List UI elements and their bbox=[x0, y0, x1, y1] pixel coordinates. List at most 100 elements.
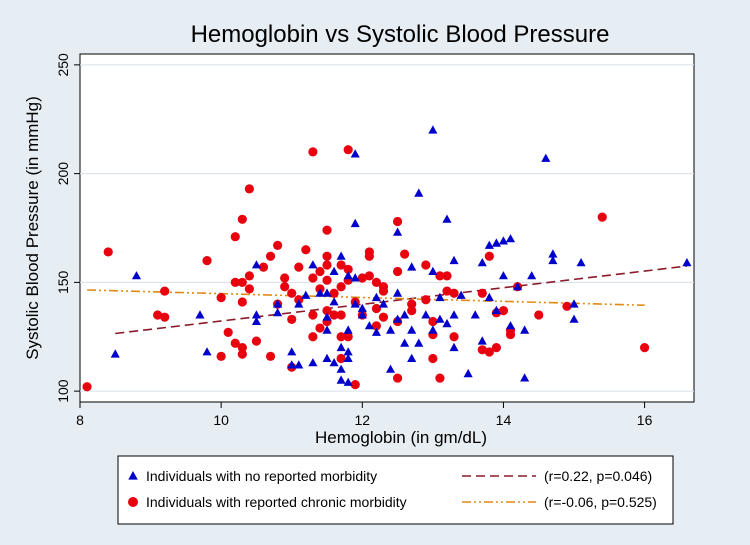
point-no-morbidity-55 bbox=[421, 310, 431, 319]
point-chronic-morbidity-74 bbox=[392, 373, 403, 383]
point-no-morbidity-78 bbox=[505, 321, 516, 330]
point-no-morbidity-53 bbox=[414, 188, 424, 197]
point-no-morbidity-3 bbox=[202, 347, 212, 356]
point-chronic-morbidity-33 bbox=[301, 245, 311, 255]
point-no-morbidity-77 bbox=[505, 234, 516, 243]
point-no-morbidity-0 bbox=[110, 349, 120, 358]
point-chronic-morbidity-43 bbox=[322, 260, 332, 270]
point-chronic-morbidity-95 bbox=[498, 306, 509, 316]
point-no-morbidity-41 bbox=[371, 327, 381, 336]
point-chronic-morbidity-44 bbox=[322, 275, 332, 285]
point-chronic-morbidity-18 bbox=[244, 271, 254, 281]
point-chronic-morbidity-78 bbox=[421, 260, 431, 270]
legend-circle-marker bbox=[128, 497, 138, 507]
point-chronic-morbidity-63 bbox=[364, 251, 374, 261]
x-axis-label: Hemoglobin (in gm/dL) bbox=[315, 428, 487, 447]
point-chronic-morbidity-42 bbox=[322, 251, 332, 261]
point-no-morbidity-16 bbox=[315, 288, 325, 297]
point-no-morbidity-52 bbox=[407, 353, 417, 362]
point-no-morbidity-19 bbox=[322, 312, 332, 321]
point-no-morbidity-84 bbox=[548, 255, 558, 265]
point-no-morbidity-69 bbox=[477, 258, 487, 267]
point-chronic-morbidity-23 bbox=[265, 351, 276, 361]
point-chronic-morbidity-2 bbox=[153, 310, 163, 320]
point-no-morbidity-30 bbox=[343, 353, 353, 362]
point-no-morbidity-25 bbox=[336, 364, 346, 373]
point-no-morbidity-31 bbox=[343, 325, 353, 334]
point-no-morbidity-12 bbox=[294, 360, 304, 369]
x-tick-label-16: 16 bbox=[637, 412, 653, 428]
plot-area bbox=[79, 53, 695, 403]
grid-lines bbox=[80, 64, 694, 392]
point-no-morbidity-58 bbox=[428, 325, 438, 334]
legend-triangle-marker bbox=[128, 471, 138, 480]
point-no-morbidity-1 bbox=[131, 271, 141, 280]
point-chronic-morbidity-37 bbox=[308, 332, 318, 342]
point-chronic-morbidity-75 bbox=[400, 249, 410, 259]
point-chronic-morbidity-82 bbox=[428, 353, 438, 364]
point-chronic-morbidity-90 bbox=[477, 345, 487, 355]
point-no-morbidity-88 bbox=[576, 258, 586, 267]
point-no-morbidity-39 bbox=[364, 321, 374, 330]
point-chronic-morbidity-77 bbox=[407, 306, 417, 316]
point-chronic-morbidity-38 bbox=[315, 266, 325, 277]
point-no-morbidity-45 bbox=[393, 227, 403, 236]
point-no-morbidity-48 bbox=[400, 338, 410, 347]
point-no-morbidity-34 bbox=[350, 218, 360, 228]
point-no-morbidity-10 bbox=[287, 347, 297, 356]
legend-label-no-morbidity: Individuals with no reported morbidity bbox=[146, 468, 377, 484]
point-chronic-morbidity-86 bbox=[442, 286, 452, 296]
point-no-morbidity-2 bbox=[195, 310, 205, 319]
point-chronic-morbidity-60 bbox=[357, 273, 367, 283]
point-chronic-morbidity-8 bbox=[223, 327, 233, 337]
point-chronic-morbidity-64 bbox=[364, 271, 374, 281]
y-tick-label-250: 250 bbox=[55, 53, 71, 77]
point-chronic-morbidity-1 bbox=[103, 247, 113, 257]
x-tick-label-8: 8 bbox=[76, 412, 84, 428]
point-chronic-morbidity-87 bbox=[449, 288, 459, 298]
point-chronic-morbidity-53 bbox=[336, 353, 346, 364]
point-chronic-morbidity-27 bbox=[280, 282, 290, 292]
point-no-morbidity-29 bbox=[343, 347, 353, 356]
point-no-morbidity-33 bbox=[350, 149, 360, 158]
point-chronic-morbidity-41 bbox=[322, 225, 332, 235]
point-chronic-morbidity-59 bbox=[350, 380, 360, 390]
y-tick-label-100: 100 bbox=[55, 379, 71, 403]
point-chronic-morbidity-57 bbox=[343, 332, 353, 342]
point-chronic-morbidity-16 bbox=[237, 349, 247, 359]
point-chronic-morbidity-35 bbox=[308, 273, 318, 283]
point-chronic-morbidity-100 bbox=[562, 301, 572, 311]
point-chronic-morbidity-52 bbox=[336, 332, 346, 342]
point-no-morbidity-26 bbox=[336, 342, 346, 352]
point-chronic-morbidity-54 bbox=[343, 145, 353, 155]
point-chronic-morbidity-89 bbox=[477, 288, 487, 298]
y-tick-label-150: 150 bbox=[55, 270, 71, 294]
point-chronic-morbidity-69 bbox=[378, 286, 389, 296]
point-chronic-morbidity-84 bbox=[435, 271, 445, 281]
point-no-morbidity-21 bbox=[329, 297, 339, 306]
point-no-morbidity-18 bbox=[322, 325, 332, 334]
point-chronic-morbidity-4 bbox=[160, 312, 170, 322]
point-chronic-morbidity-9 bbox=[230, 232, 240, 242]
point-chronic-morbidity-99 bbox=[534, 310, 544, 320]
point-chronic-morbidity-13 bbox=[237, 277, 247, 287]
legend-label-trend-no-morbidity: (r=0.22, p=0.046) bbox=[544, 468, 652, 484]
point-chronic-morbidity-70 bbox=[378, 312, 389, 322]
point-chronic-morbidity-34 bbox=[308, 147, 318, 157]
point-no-morbidity-9 bbox=[287, 360, 297, 369]
point-no-morbidity-80 bbox=[520, 373, 530, 382]
point-chronic-morbidity-66 bbox=[371, 303, 382, 314]
point-no-morbidity-4 bbox=[251, 260, 261, 269]
point-chronic-morbidity-5 bbox=[202, 256, 212, 266]
point-no-morbidity-79 bbox=[513, 281, 523, 291]
point-no-morbidity-8 bbox=[273, 308, 283, 317]
point-chronic-morbidity-76 bbox=[407, 299, 417, 309]
legend-label-chronic-morbidity: Individuals with reported chronic morbid… bbox=[146, 494, 407, 510]
trend-line-no-morbidity bbox=[115, 265, 688, 335]
point-no-morbidity-62 bbox=[442, 318, 452, 328]
point-chronic-morbidity-91 bbox=[484, 251, 494, 261]
point-chronic-morbidity-6 bbox=[216, 351, 226, 361]
point-chronic-morbidity-83 bbox=[435, 373, 445, 383]
